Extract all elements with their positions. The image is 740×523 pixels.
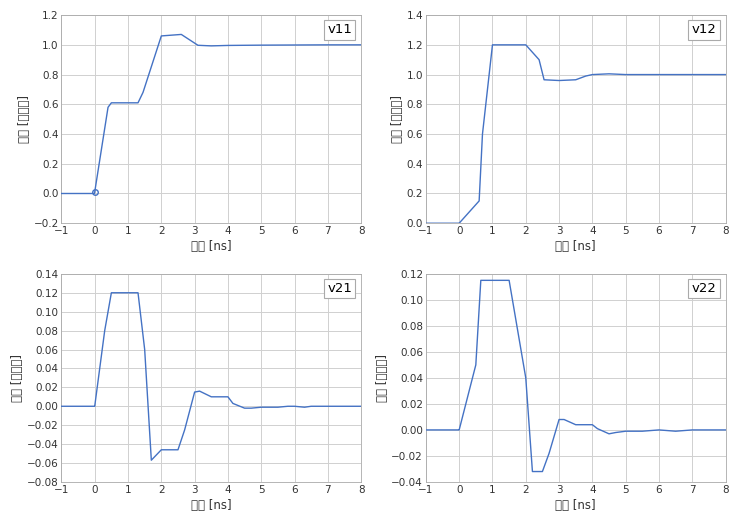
Text: v22: v22 [692, 282, 716, 295]
X-axis label: 時間 [ns]: 時間 [ns] [556, 240, 596, 253]
Y-axis label: 振幅 [正規化]: 振幅 [正規化] [18, 95, 30, 143]
X-axis label: 時間 [ns]: 時間 [ns] [556, 499, 596, 512]
Text: v21: v21 [327, 282, 352, 295]
Y-axis label: 振幅 [正規化]: 振幅 [正規化] [11, 354, 24, 402]
X-axis label: 時間 [ns]: 時間 [ns] [191, 499, 232, 512]
X-axis label: 時間 [ns]: 時間 [ns] [191, 240, 232, 253]
Text: v12: v12 [692, 24, 716, 37]
Y-axis label: 振幅 [正規化]: 振幅 [正規化] [376, 354, 388, 402]
Y-axis label: 振幅 [正規化]: 振幅 [正規化] [391, 95, 404, 143]
Text: v11: v11 [327, 24, 352, 37]
